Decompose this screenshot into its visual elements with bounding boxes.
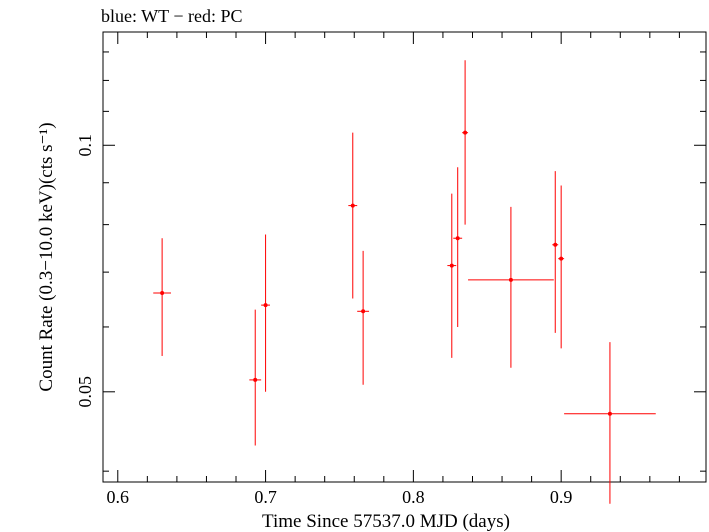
data-point [357,250,370,385]
data-point [558,185,565,349]
data-point [564,342,656,504]
data-point [261,234,271,392]
data-point [453,167,463,327]
data-point [468,206,554,368]
point-marker [553,242,558,247]
data-point [447,193,457,358]
y-tick-label: 0.1 [75,134,95,157]
data-points [153,60,656,504]
x-tick-label: 0.7 [254,487,277,507]
x-axis-title: Time Since 57537.0 MJD (days) [262,511,510,532]
point-marker [160,291,165,296]
data-point [462,60,469,225]
data-point [153,238,171,356]
data-point [348,132,358,299]
plot-frame [102,31,707,483]
chart-title: blue: WT − red: PC [101,6,242,26]
x-tick-label: 0.6 [107,487,130,507]
point-marker [361,309,366,314]
x-tick-label: 0.8 [402,487,425,507]
y-axis-title: Count Rate (0.3−10.0 keV)(cts s⁻¹) [36,122,57,391]
axis-ticks: 0.6 0.7 0.8 0.9 0.05 0.1 [75,32,706,507]
point-marker [449,263,454,268]
x-tick-label: 0.9 [550,487,573,507]
point-marker [463,130,468,135]
point-marker [263,303,268,308]
point-marker [350,203,355,208]
point-marker [508,277,513,282]
data-point [249,309,262,446]
point-marker [559,256,564,261]
y-tick-label: 0.05 [75,376,95,408]
point-marker [455,236,460,241]
point-marker [607,411,612,416]
data-point [552,171,559,333]
point-marker [253,377,258,382]
